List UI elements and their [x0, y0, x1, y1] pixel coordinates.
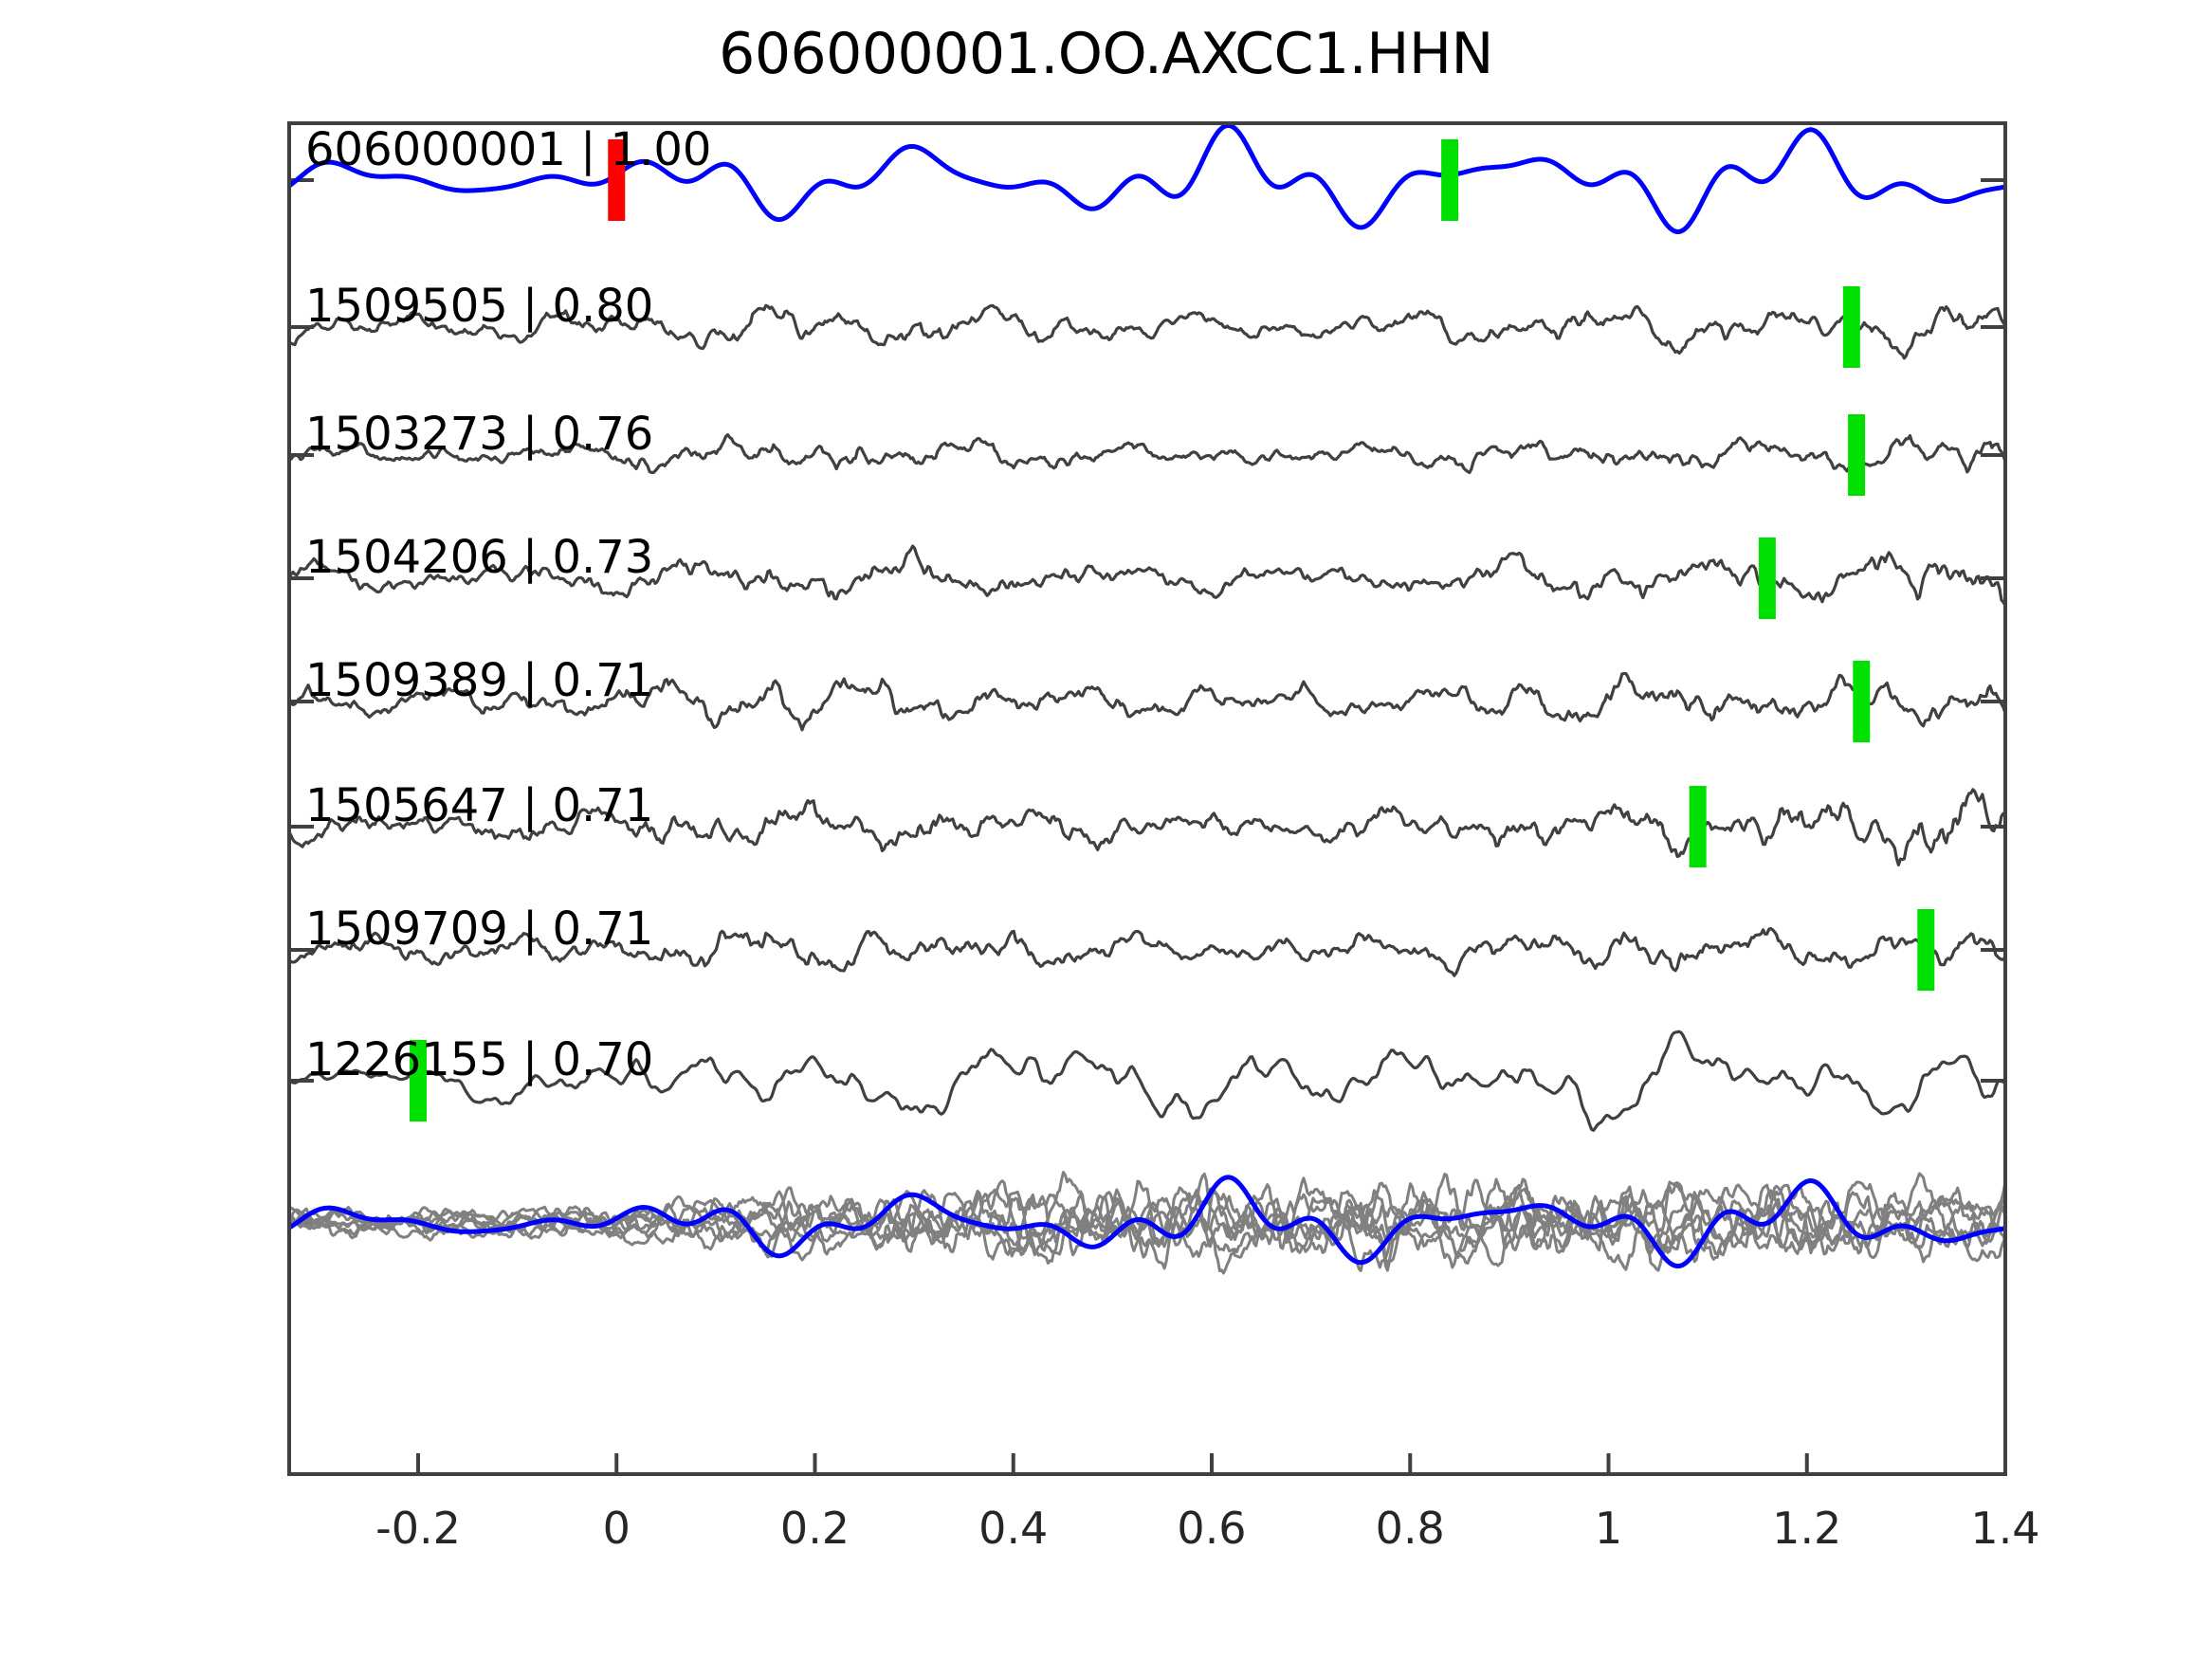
trace-label: 1503273 | 0.76	[305, 408, 654, 461]
match-pick-marker	[410, 1040, 428, 1121]
stacked-waveform-trace	[291, 1179, 2003, 1269]
waveform-trace	[291, 303, 2003, 360]
trace-label: 1505647 | 0.71	[305, 779, 654, 832]
match-pick-marker	[1842, 286, 1860, 368]
waveform-trace	[291, 433, 2003, 475]
x-axis-tick-label: 0.8	[1375, 1503, 1445, 1554]
trace-label: 1504206 | 0.73	[305, 531, 654, 584]
x-axis-tick-label: 0	[602, 1503, 631, 1554]
x-axis-tick-label: 0.2	[779, 1503, 850, 1554]
stacked-waveform-trace	[291, 1172, 2003, 1272]
match-pick-marker	[1689, 786, 1707, 867]
stacked-waveform-trace	[291, 1177, 2003, 1272]
match-pick-marker	[1758, 538, 1776, 619]
page-title: 606000001.OO.AXCC1.HHN	[719, 21, 1493, 87]
axes-frame	[287, 121, 2007, 1476]
waveform-trace	[291, 926, 2003, 977]
trace-label: 1509505 | 0.80	[305, 280, 654, 333]
x-axis-tick-label: 1	[1594, 1503, 1623, 1554]
traces-group	[291, 125, 2003, 1275]
trace-label: 606000001 | 1.00	[305, 123, 712, 176]
x-axis-tick-label: 1.2	[1772, 1503, 1842, 1554]
trace-label: 1509709 | 0.71	[305, 902, 654, 956]
x-axis-tick-label: 0.4	[978, 1503, 1049, 1554]
trace-label: 1509389 | 0.71	[305, 654, 654, 707]
waveform-trace	[291, 671, 2003, 732]
x-axis-tick-label: 0.6	[1177, 1503, 1247, 1554]
waveform-trace	[291, 788, 2003, 867]
match-pick-marker	[1917, 909, 1935, 991]
match-pick-marker	[1853, 661, 1871, 742]
waveform-trace	[291, 544, 2003, 606]
x-axis-tick-label: -0.2	[375, 1503, 461, 1554]
match-pick-marker	[1848, 414, 1866, 496]
waveform-trace	[291, 125, 2003, 235]
template-pick-marker	[608, 139, 626, 221]
x-axis-tick-label: 1.4	[1970, 1503, 2040, 1554]
trace-label: 1226155 | 0.70	[305, 1033, 654, 1086]
waveform-trace	[291, 1030, 2003, 1132]
stacked-template-trace	[291, 1175, 2003, 1269]
match-pick-marker	[1441, 139, 1459, 221]
